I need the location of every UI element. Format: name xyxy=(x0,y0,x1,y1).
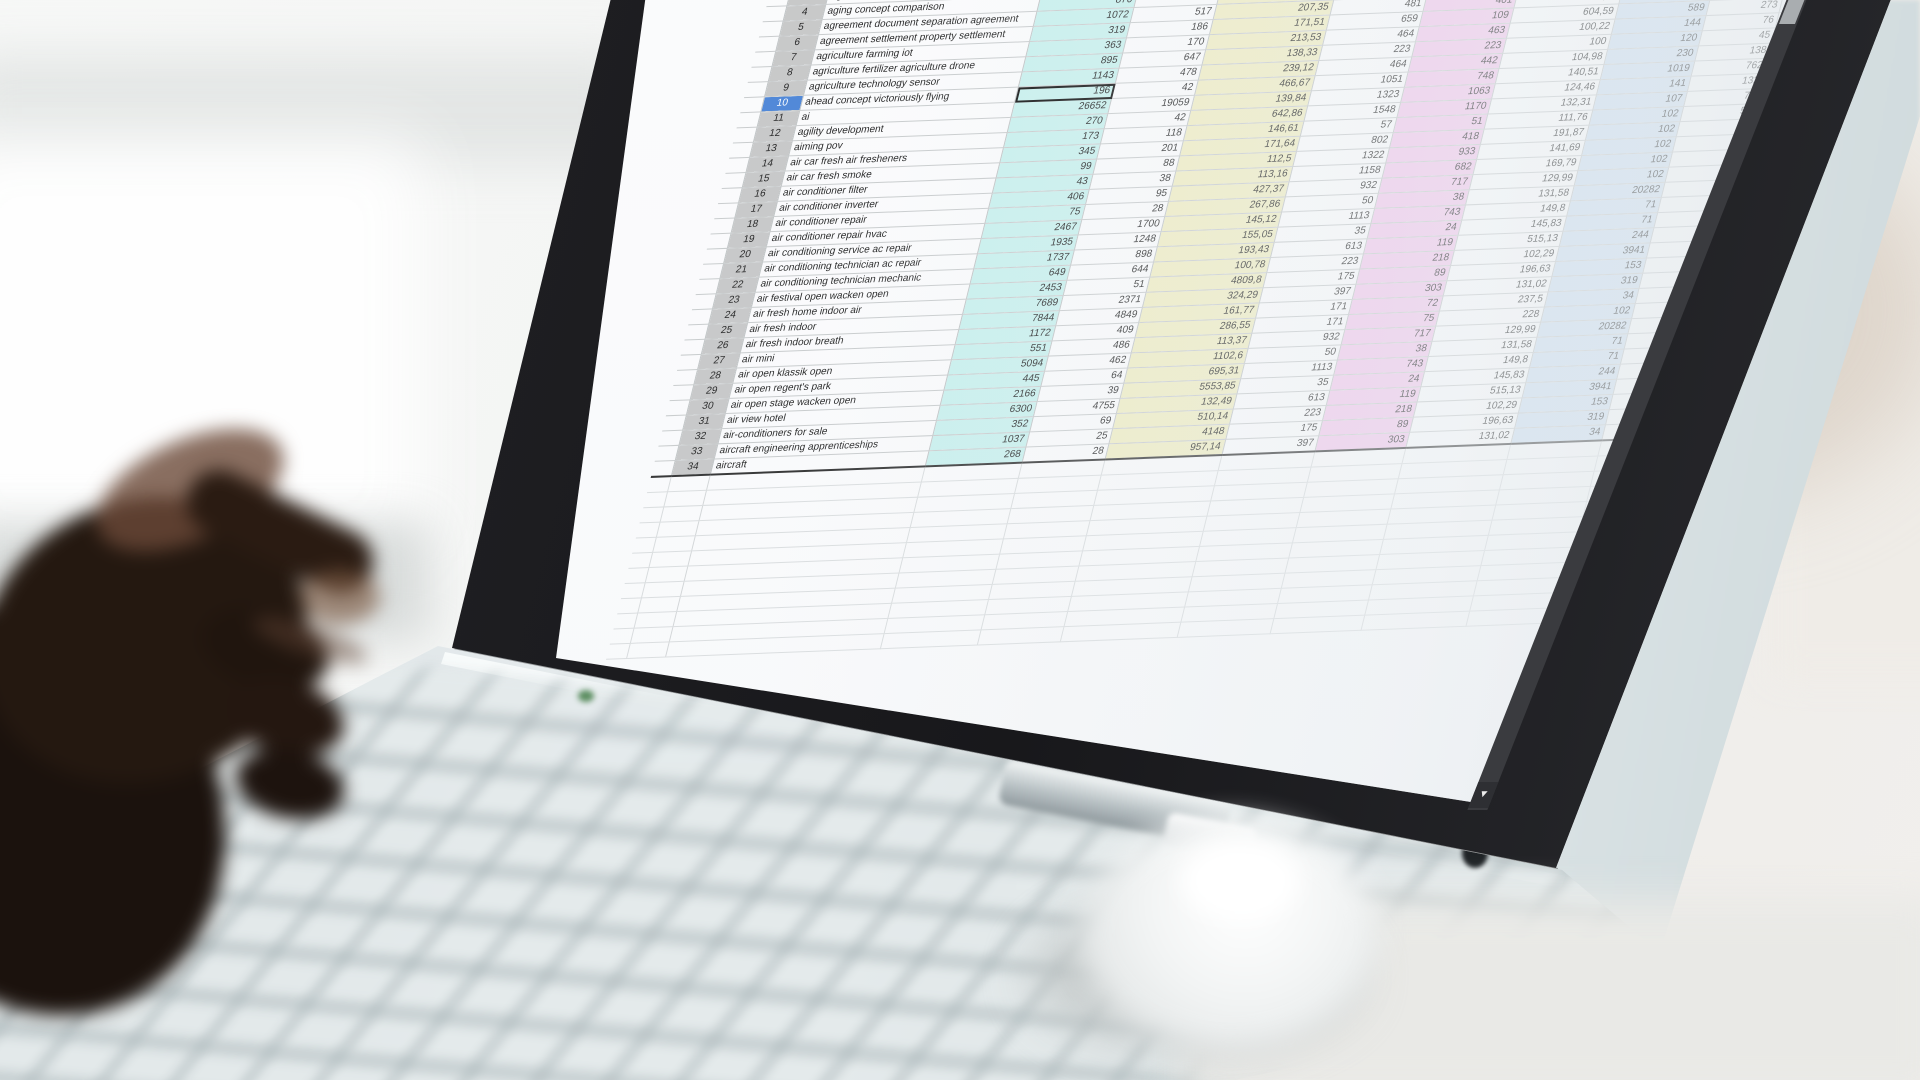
power-led xyxy=(578,690,594,702)
hand-pinky-finger xyxy=(229,739,351,829)
hand-finger-tip xyxy=(300,570,380,624)
mouse-highlight xyxy=(1180,840,1300,920)
